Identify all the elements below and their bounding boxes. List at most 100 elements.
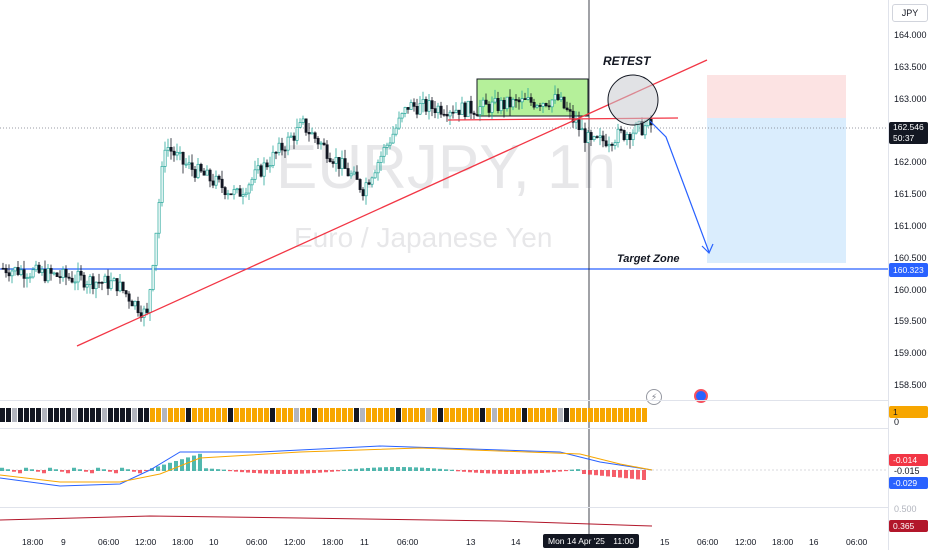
macd-histogram-bar	[558, 470, 562, 472]
candle-body	[103, 275, 107, 283]
candle-body	[502, 99, 506, 110]
candle-body	[622, 130, 626, 141]
strip-cell	[72, 408, 77, 422]
lower-pane-line	[0, 515, 653, 527]
record-icon[interactable]	[694, 389, 708, 403]
candle-body	[280, 142, 284, 151]
time-tick: 16	[809, 537, 819, 547]
candle-body	[565, 107, 569, 110]
candle-body	[547, 105, 551, 108]
candle-body	[148, 289, 152, 313]
macd-histogram-bar	[342, 469, 346, 471]
candle-body	[505, 96, 509, 110]
macd-histogram-bar	[330, 470, 334, 472]
macd-histogram-bar	[630, 470, 634, 479]
strip-cell	[132, 408, 137, 422]
macd-histogram-bar	[102, 469, 106, 471]
candle-body	[22, 269, 26, 279]
candle-body	[448, 111, 452, 117]
macd-histogram-bar	[132, 470, 136, 472]
pane-separator[interactable]	[0, 428, 888, 429]
indicator-value-0: 0	[894, 417, 900, 427]
macd-histogram-bar	[66, 470, 70, 474]
retest-annotation: RETEST	[603, 54, 651, 68]
candle-body	[490, 101, 494, 113]
macd-histogram-bar	[60, 470, 64, 472]
strip-cell	[384, 408, 389, 422]
strip-cell	[126, 408, 131, 422]
pane-separator[interactable]	[0, 400, 888, 401]
strip-cell	[516, 408, 521, 422]
candle-body	[175, 151, 179, 156]
strip-cell	[306, 408, 311, 422]
macd-histogram-bar	[156, 466, 160, 471]
strip-cell	[456, 408, 461, 422]
lightning-icon[interactable]: ⚡	[646, 389, 662, 405]
strip-cell	[330, 408, 335, 422]
candle-body	[580, 128, 584, 131]
candle-body	[355, 171, 359, 180]
price-chart[interactable]	[0, 0, 888, 550]
candles	[1, 85, 653, 327]
macd-tag-macd: -0.029	[889, 477, 928, 489]
macd-histogram-bar	[300, 470, 304, 474]
macd-histogram-bar	[54, 469, 58, 471]
strip-cell	[312, 408, 317, 422]
projection-arrow	[649, 120, 710, 253]
strip-cell	[234, 408, 239, 422]
candle-body	[64, 269, 68, 278]
macd-histogram-bar	[510, 470, 514, 474]
macd-histogram-bar	[246, 470, 250, 473]
candle-body	[439, 105, 443, 115]
strip-cell	[48, 408, 53, 422]
candle-body	[493, 98, 497, 103]
macd-histogram-bar	[468, 470, 472, 473]
macd-histogram-bar	[534, 470, 538, 474]
macd-tag-signal: -0.014	[889, 454, 928, 466]
strip-cell	[498, 408, 503, 422]
price-tick: 163.000	[894, 93, 927, 104]
candle-body	[613, 142, 617, 146]
candle-body	[286, 136, 290, 151]
strip-cell	[618, 408, 623, 422]
candle-body	[499, 99, 503, 111]
candle-body	[262, 162, 266, 177]
candle-body	[451, 111, 455, 114]
strip-cell	[60, 408, 65, 422]
description-watermark: Euro / Japanese Yen	[294, 222, 553, 253]
strip-cell	[426, 408, 431, 422]
strip-cell	[144, 408, 149, 422]
candle-body	[1, 267, 5, 270]
strip-cell	[540, 408, 545, 422]
strip-cell	[570, 408, 575, 422]
candle-body	[337, 157, 341, 169]
time-tick: 06:00	[98, 537, 120, 547]
candle-body	[76, 270, 80, 283]
strip-cell	[408, 408, 413, 422]
macd-histogram-bar	[552, 470, 556, 473]
strip-cell	[486, 408, 491, 422]
pane-separator[interactable]	[0, 507, 888, 508]
candle-body	[514, 99, 518, 101]
candle-body	[421, 99, 425, 104]
candle-body	[643, 125, 647, 136]
strip-cell	[216, 408, 221, 422]
macd-histogram-bar	[162, 464, 166, 471]
candle-body	[43, 269, 47, 282]
macd-histogram-bar	[570, 469, 574, 471]
price-tick: 159.000	[894, 348, 927, 359]
currency-badge[interactable]: JPY	[892, 4, 928, 22]
candle-body	[187, 162, 191, 165]
candle-body	[394, 127, 398, 135]
retest-circle	[607, 74, 659, 126]
candle-body	[478, 106, 482, 115]
projection-arrowhead	[701, 243, 714, 255]
candle-body	[607, 143, 611, 147]
price-tick: 161.500	[894, 189, 927, 200]
strip-cell	[612, 408, 617, 422]
candle-body	[169, 147, 173, 152]
macd-histogram-bar	[636, 470, 640, 480]
macd-histogram-bar	[42, 470, 46, 474]
candle-body	[229, 193, 233, 196]
